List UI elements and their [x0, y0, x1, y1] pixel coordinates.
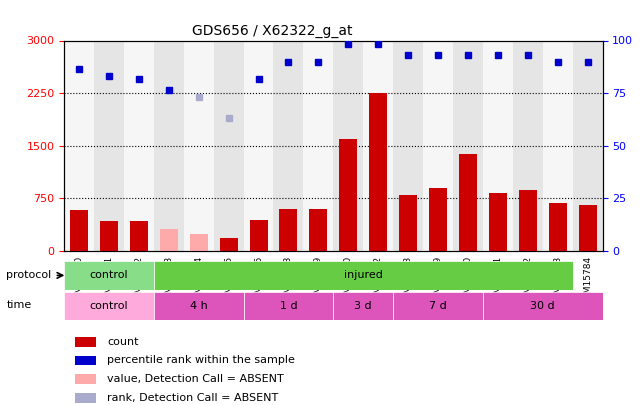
- Text: 4 h: 4 h: [190, 301, 208, 311]
- Text: 1 d: 1 d: [279, 301, 297, 311]
- Bar: [369, 93, 387, 251]
- FancyBboxPatch shape: [333, 292, 393, 320]
- Bar: [124, 40, 154, 251]
- Bar: [249, 220, 267, 251]
- Bar: [453, 40, 483, 251]
- Text: protocol: protocol: [6, 270, 52, 279]
- Text: percentile rank within the sample: percentile rank within the sample: [107, 356, 295, 365]
- Bar: [579, 205, 597, 251]
- Bar: [399, 195, 417, 251]
- Bar: [213, 40, 244, 251]
- Bar: [160, 229, 178, 251]
- Text: injured: injured: [344, 271, 383, 280]
- Bar: [489, 193, 507, 251]
- Bar: [339, 139, 357, 251]
- FancyBboxPatch shape: [154, 261, 572, 290]
- Text: value, Detection Call = ABSENT: value, Detection Call = ABSENT: [107, 374, 284, 384]
- Bar: [190, 234, 208, 251]
- Bar: [429, 188, 447, 251]
- FancyBboxPatch shape: [483, 292, 603, 320]
- Text: 30 d: 30 d: [530, 301, 555, 311]
- Bar: [363, 40, 393, 251]
- Bar: [333, 40, 363, 251]
- Bar: [154, 40, 184, 251]
- Bar: [64, 40, 94, 251]
- Bar: [75, 337, 96, 347]
- Bar: [549, 203, 567, 251]
- FancyBboxPatch shape: [154, 292, 244, 320]
- Bar: [274, 40, 303, 251]
- Bar: [244, 40, 274, 251]
- Bar: [572, 40, 603, 251]
- Bar: [513, 40, 543, 251]
- FancyBboxPatch shape: [393, 292, 483, 320]
- Bar: [75, 393, 96, 403]
- Bar: [75, 356, 96, 365]
- Bar: [393, 40, 423, 251]
- Bar: [483, 40, 513, 251]
- Bar: [220, 238, 238, 251]
- Bar: [279, 209, 297, 251]
- Bar: [310, 209, 328, 251]
- FancyBboxPatch shape: [244, 292, 333, 320]
- Text: control: control: [90, 301, 128, 311]
- Bar: [543, 40, 572, 251]
- Text: count: count: [107, 337, 138, 347]
- Text: time: time: [6, 300, 31, 310]
- Bar: [130, 221, 148, 251]
- Bar: [100, 221, 118, 251]
- Text: 3 d: 3 d: [354, 301, 372, 311]
- Text: rank, Detection Call = ABSENT: rank, Detection Call = ABSENT: [107, 393, 278, 403]
- Text: 7 d: 7 d: [429, 301, 447, 311]
- FancyBboxPatch shape: [64, 292, 154, 320]
- Bar: [303, 40, 333, 251]
- FancyBboxPatch shape: [64, 261, 154, 290]
- Text: control: control: [90, 271, 128, 280]
- Bar: [70, 210, 88, 251]
- Text: GDS656 / X62322_g_at: GDS656 / X62322_g_at: [192, 24, 353, 38]
- Bar: [184, 40, 213, 251]
- Bar: [75, 374, 96, 384]
- Bar: [459, 154, 477, 251]
- Bar: [519, 190, 537, 251]
- Bar: [423, 40, 453, 251]
- Bar: [94, 40, 124, 251]
